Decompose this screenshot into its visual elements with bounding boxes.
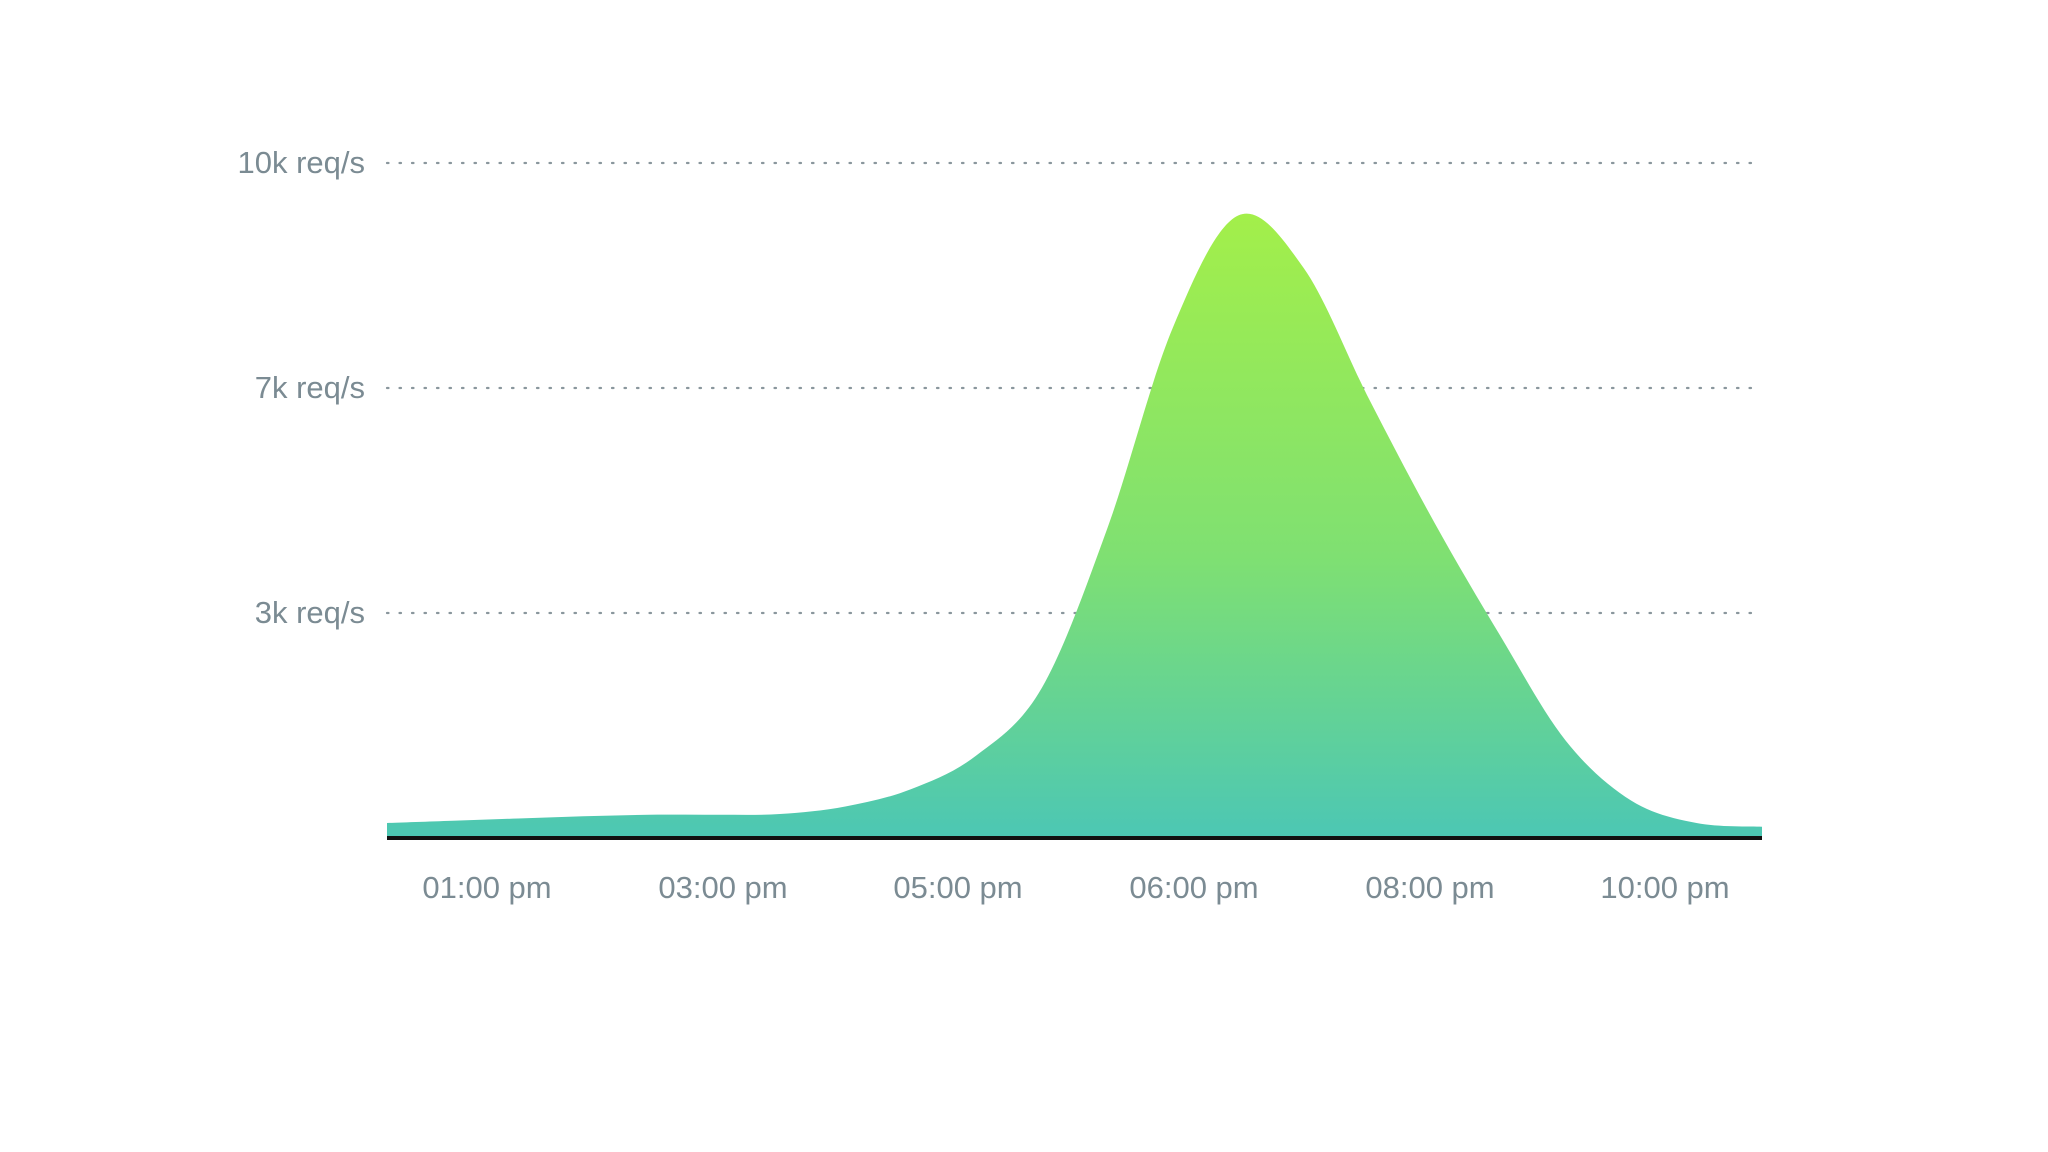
grid-lines	[385, 161, 1764, 615]
x-tick-label: 03:00 pm	[658, 870, 787, 905]
y-tick-label: 7k req/s	[255, 370, 365, 405]
area-series	[387, 213, 1762, 838]
area-series-fill	[387, 213, 1762, 838]
x-axis-ticks: 01:00 pm 03:00 pm 05:00 pm 06:00 pm 08:00 pm…	[422, 870, 1729, 905]
x-tick-label: 06:00 pm	[1129, 870, 1258, 905]
x-tick-label: 08:00 pm	[1365, 870, 1494, 905]
y-axis-ticks: 10k req/s 7k req/s 3k req/s	[237, 145, 365, 630]
y-tick-label: 3k req/s	[255, 595, 365, 630]
x-tick-label: 01:00 pm	[422, 870, 551, 905]
x-tick-label: 10:00 pm	[1600, 870, 1729, 905]
x-tick-label: 05:00 pm	[893, 870, 1022, 905]
y-tick-label: 10k req/s	[237, 145, 365, 180]
